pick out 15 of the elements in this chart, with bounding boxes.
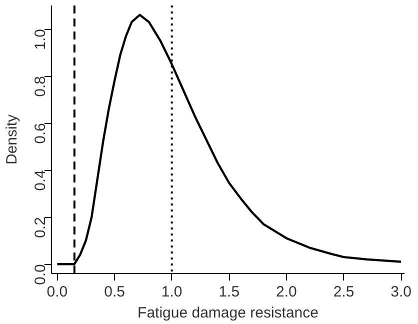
y-tick-label: 0.8 (32, 76, 49, 97)
x-tick-label: 1.5 (218, 284, 240, 300)
y-tick-label: 0.6 (32, 123, 49, 144)
x-tick-label: 1.0 (161, 284, 182, 300)
x-tick-label: 2.5 (333, 284, 354, 300)
x-tick-label: 0.5 (104, 284, 125, 300)
y-tick-label: 0.2 (32, 217, 49, 238)
x-tick-label: 2.0 (276, 284, 297, 300)
x-tick-label: 0.0 (46, 284, 68, 300)
y-axis-title: Density (4, 114, 20, 165)
y-tick-label: 0.0 (32, 264, 49, 285)
x-tick-label: 3.0 (390, 284, 412, 300)
y-tick-label: 0.4 (32, 170, 49, 191)
y-tick-label: 1.0 (32, 29, 49, 50)
x-axis-title: Fatigue damage resistance (138, 304, 318, 322)
